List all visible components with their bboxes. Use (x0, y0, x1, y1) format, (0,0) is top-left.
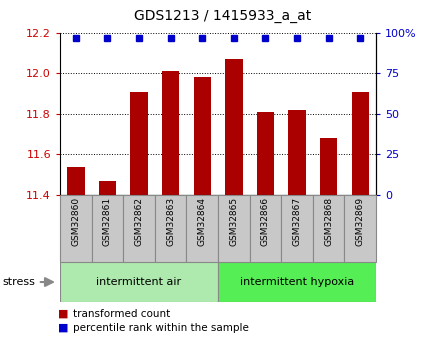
Bar (99, 181, 116, 195)
Bar (67, 167, 85, 195)
Bar (162, 71, 179, 195)
Bar (92, 195, 123, 262)
Text: transformed count: transformed count (73, 309, 171, 319)
Bar (257, 112, 274, 195)
Bar (320, 138, 337, 195)
Text: stress: stress (2, 277, 35, 287)
Text: GSM32869: GSM32869 (356, 197, 365, 246)
Text: GSM32864: GSM32864 (198, 197, 207, 246)
Text: intermittent air: intermittent air (97, 277, 182, 287)
Bar (155, 195, 186, 262)
Bar (281, 195, 313, 262)
Text: ■: ■ (58, 323, 69, 333)
Bar (313, 195, 344, 262)
Text: GSM32865: GSM32865 (229, 197, 239, 246)
Bar (225, 59, 243, 195)
Text: GSM32862: GSM32862 (134, 197, 144, 246)
Bar (60, 262, 218, 302)
Text: GSM32868: GSM32868 (324, 197, 333, 246)
Text: percentile rank within the sample: percentile rank within the sample (73, 323, 249, 333)
Bar (288, 110, 306, 195)
Bar (194, 77, 211, 195)
Bar (130, 91, 148, 195)
Bar (123, 195, 155, 262)
Text: GSM32866: GSM32866 (261, 197, 270, 246)
Bar (60, 195, 92, 262)
Bar (344, 195, 376, 262)
Text: GSM32867: GSM32867 (292, 197, 302, 246)
Bar (250, 195, 281, 262)
Text: ■: ■ (58, 309, 69, 319)
Text: GSM32861: GSM32861 (103, 197, 112, 246)
Text: GSM32863: GSM32863 (166, 197, 175, 246)
Bar (218, 262, 376, 302)
Text: GSM32860: GSM32860 (71, 197, 81, 246)
Text: intermittent hypoxia: intermittent hypoxia (240, 277, 354, 287)
Text: GDS1213 / 1415933_a_at: GDS1213 / 1415933_a_at (134, 9, 311, 23)
Bar (352, 91, 369, 195)
Bar (186, 195, 218, 262)
Bar (218, 195, 250, 262)
